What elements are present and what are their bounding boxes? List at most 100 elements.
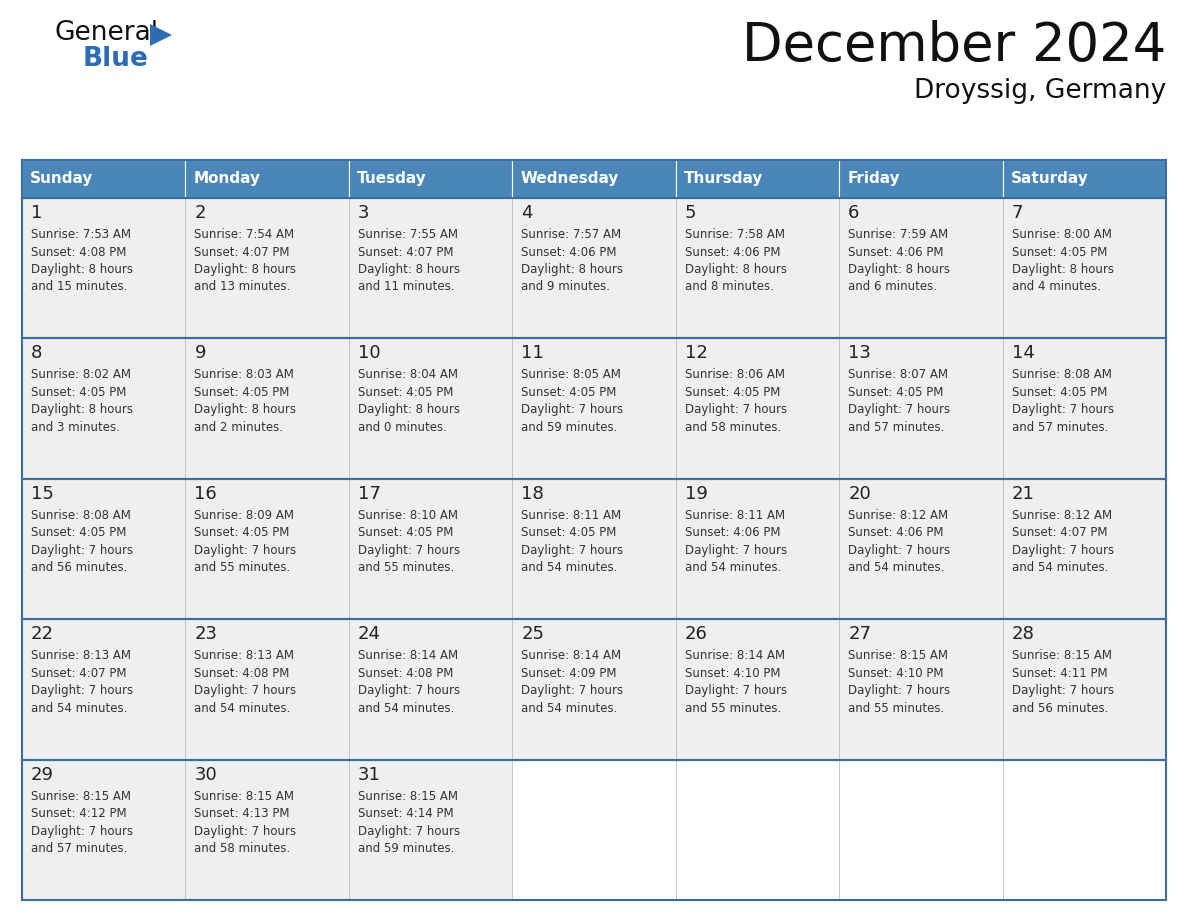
Text: and 6 minutes.: and 6 minutes. [848,281,937,294]
Bar [676,479,839,620]
Text: and 59 minutes.: and 59 minutes. [358,842,454,855]
Text: and 58 minutes.: and 58 minutes. [195,842,291,855]
Text: Sunrise: 8:12 AM: Sunrise: 8:12 AM [848,509,948,521]
Bar [1003,759,1165,900]
Text: Droyssig, Germany: Droyssig, Germany [914,78,1165,104]
Text: Sunrise: 7:54 AM: Sunrise: 7:54 AM [195,228,295,241]
Bar [185,339,349,479]
Bar [676,160,839,198]
Text: Daylight: 7 hours: Daylight: 7 hours [1011,543,1113,557]
Text: 3: 3 [358,204,369,222]
Bar [23,759,185,900]
Bar [349,479,512,620]
Bar [839,479,1003,620]
Text: Sunset: 4:05 PM: Sunset: 4:05 PM [848,386,943,399]
Text: Sunset: 4:05 PM: Sunset: 4:05 PM [522,526,617,539]
Bar [512,620,676,759]
Bar [349,759,512,900]
Text: Daylight: 7 hours: Daylight: 7 hours [684,684,786,697]
Text: Daylight: 7 hours: Daylight: 7 hours [522,684,624,697]
Bar [349,198,512,339]
Text: Sunrise: 8:14 AM: Sunrise: 8:14 AM [522,649,621,662]
Text: Sunset: 4:06 PM: Sunset: 4:06 PM [848,526,943,539]
Polygon shape [150,24,172,46]
Text: Sunrise: 8:10 AM: Sunrise: 8:10 AM [358,509,457,521]
Text: Sunset: 4:07 PM: Sunset: 4:07 PM [1011,526,1107,539]
Bar [1003,198,1165,339]
Bar [349,339,512,479]
Text: 18: 18 [522,485,544,503]
Text: Sunrise: 8:15 AM: Sunrise: 8:15 AM [358,789,457,802]
Text: Sunrise: 8:08 AM: Sunrise: 8:08 AM [1011,368,1112,381]
Text: Sunrise: 8:15 AM: Sunrise: 8:15 AM [848,649,948,662]
Text: and 54 minutes.: and 54 minutes. [684,561,781,575]
Text: and 0 minutes.: and 0 minutes. [358,420,447,434]
Text: 10: 10 [358,344,380,363]
Text: 4: 4 [522,204,532,222]
Bar [23,479,185,620]
Text: Daylight: 8 hours: Daylight: 8 hours [358,403,460,417]
Bar [23,160,185,198]
Text: 17: 17 [358,485,380,503]
Text: 16: 16 [195,485,217,503]
Text: 22: 22 [31,625,53,644]
Text: Sunset: 4:07 PM: Sunset: 4:07 PM [358,245,454,259]
Text: and 58 minutes.: and 58 minutes. [684,420,781,434]
Text: 8: 8 [31,344,43,363]
Bar [1003,479,1165,620]
Bar [676,198,839,339]
Text: Daylight: 8 hours: Daylight: 8 hours [848,263,950,276]
Text: Saturday: Saturday [1011,172,1088,186]
Text: and 55 minutes.: and 55 minutes. [195,561,291,575]
Text: Sunset: 4:12 PM: Sunset: 4:12 PM [31,807,127,820]
Text: Sunrise: 8:13 AM: Sunrise: 8:13 AM [31,649,131,662]
Text: Sunrise: 8:15 AM: Sunrise: 8:15 AM [1011,649,1112,662]
Text: Daylight: 7 hours: Daylight: 7 hours [31,824,133,837]
Text: 15: 15 [31,485,53,503]
Text: and 55 minutes.: and 55 minutes. [358,561,454,575]
Text: Tuesday: Tuesday [356,172,426,186]
Text: Daylight: 7 hours: Daylight: 7 hours [1011,403,1113,417]
Text: Sunset: 4:06 PM: Sunset: 4:06 PM [684,245,781,259]
Text: 13: 13 [848,344,871,363]
Bar [349,620,512,759]
Text: 31: 31 [358,766,380,784]
Text: Sunset: 4:07 PM: Sunset: 4:07 PM [31,666,126,679]
Text: Daylight: 8 hours: Daylight: 8 hours [522,263,624,276]
Text: and 55 minutes.: and 55 minutes. [684,701,781,715]
Bar [839,160,1003,198]
Text: and 11 minutes.: and 11 minutes. [358,281,454,294]
Text: Sunset: 4:05 PM: Sunset: 4:05 PM [31,386,126,399]
Text: Sunrise: 7:53 AM: Sunrise: 7:53 AM [31,228,131,241]
Text: Sunrise: 8:15 AM: Sunrise: 8:15 AM [31,789,131,802]
Text: Daylight: 7 hours: Daylight: 7 hours [195,824,297,837]
Text: and 57 minutes.: and 57 minutes. [848,420,944,434]
Text: Sunrise: 8:08 AM: Sunrise: 8:08 AM [31,509,131,521]
Bar [512,160,676,198]
Text: Sunrise: 7:58 AM: Sunrise: 7:58 AM [684,228,785,241]
Text: Daylight: 7 hours: Daylight: 7 hours [358,824,460,837]
Text: Daylight: 7 hours: Daylight: 7 hours [848,684,950,697]
Text: Sunrise: 8:12 AM: Sunrise: 8:12 AM [1011,509,1112,521]
Text: Monday: Monday [194,172,260,186]
Text: 27: 27 [848,625,871,644]
Text: and 15 minutes.: and 15 minutes. [31,281,127,294]
Bar [1003,339,1165,479]
Text: and 9 minutes.: and 9 minutes. [522,281,611,294]
Text: Sunrise: 8:03 AM: Sunrise: 8:03 AM [195,368,295,381]
Text: and 56 minutes.: and 56 minutes. [31,561,127,575]
Text: and 55 minutes.: and 55 minutes. [848,701,944,715]
Bar [839,620,1003,759]
Text: 30: 30 [195,766,217,784]
Text: 12: 12 [684,344,708,363]
Text: and 54 minutes.: and 54 minutes. [1011,561,1108,575]
Text: Sunset: 4:14 PM: Sunset: 4:14 PM [358,807,454,820]
Bar [512,479,676,620]
Text: 9: 9 [195,344,206,363]
Text: Sunset: 4:13 PM: Sunset: 4:13 PM [195,807,290,820]
Bar [676,759,839,900]
Text: Daylight: 7 hours: Daylight: 7 hours [358,684,460,697]
Text: Daylight: 7 hours: Daylight: 7 hours [684,543,786,557]
Text: Sunrise: 8:11 AM: Sunrise: 8:11 AM [684,509,785,521]
Text: Sunrise: 8:00 AM: Sunrise: 8:00 AM [1011,228,1112,241]
